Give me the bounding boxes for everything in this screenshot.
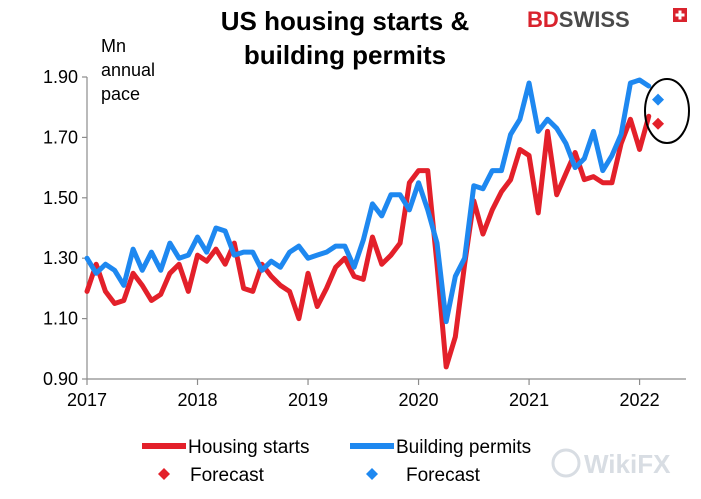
legend-item-building-permits: Building permits: [350, 437, 531, 458]
legend-diamond-blue-icon: [366, 468, 378, 480]
legend-item-forecast-permits: Forecast: [366, 465, 481, 486]
legend-diamond-red-icon: [158, 468, 170, 480]
housing-starts-line: [84, 113, 652, 370]
y-tick-label: 1.90: [43, 67, 78, 87]
swiss-cross-icon: [673, 8, 687, 22]
forecast-point-housing-starts: [652, 117, 665, 130]
chart-title-line2: building permits: [244, 40, 446, 70]
x-tick-label: 2019: [288, 390, 328, 410]
unit-label-line3: pace: [101, 84, 140, 104]
x-tick-label: 2022: [620, 390, 660, 410]
forecast-point-building-permits: [652, 93, 665, 106]
series-layer: [84, 77, 652, 370]
legend-label-housing-starts: Housing starts: [188, 437, 309, 458]
y-tick-label: 1.50: [43, 188, 78, 208]
watermark-text: WikiFX: [584, 449, 671, 479]
logo-swiss: SWISS: [559, 7, 630, 32]
y-tick-label: 1.70: [43, 127, 78, 147]
x-tick-label: 2018: [177, 390, 217, 410]
unit-label-line2: annual: [101, 60, 155, 80]
watermark-logo-icon: [551, 448, 581, 478]
y-ticks: 0.90 1.10 1.30 1.50 1.70 1.90: [43, 67, 87, 389]
unit-label-line1: Mn: [101, 36, 126, 56]
legend-label-building-permits: Building permits: [396, 437, 531, 458]
legend-item-housing-starts: Housing starts: [142, 437, 309, 458]
x-tick-label: 2021: [509, 390, 549, 410]
x-ticks: 2017 2018 2019 2020 2021 2022: [67, 379, 660, 410]
legend-item-forecast-starts: Forecast: [158, 465, 265, 486]
legend-label-forecast-permits: Forecast: [406, 465, 481, 486]
legend: Housing starts Building permits Forecast…: [142, 437, 531, 486]
y-tick-label: 0.90: [43, 369, 78, 389]
y-tick-label: 1.30: [43, 248, 78, 268]
brand-logo: BDSWISS: [527, 7, 687, 32]
legend-label-forecast-starts: Forecast: [190, 465, 265, 486]
svg-text:BDSWISS: BDSWISS: [527, 7, 630, 32]
axes: [86, 77, 686, 380]
building-permits-line: [84, 77, 652, 325]
forecast-layer: [652, 93, 665, 130]
logo-bd: BD: [527, 7, 559, 32]
forecast-highlight-circle: [644, 78, 690, 144]
y-tick-label: 1.10: [43, 309, 78, 329]
chart-title-line1: US housing starts &: [221, 6, 469, 36]
x-tick-label: 2017: [67, 390, 107, 410]
x-tick-label: 2020: [399, 390, 439, 410]
watermark: WikiFX: [551, 448, 671, 479]
